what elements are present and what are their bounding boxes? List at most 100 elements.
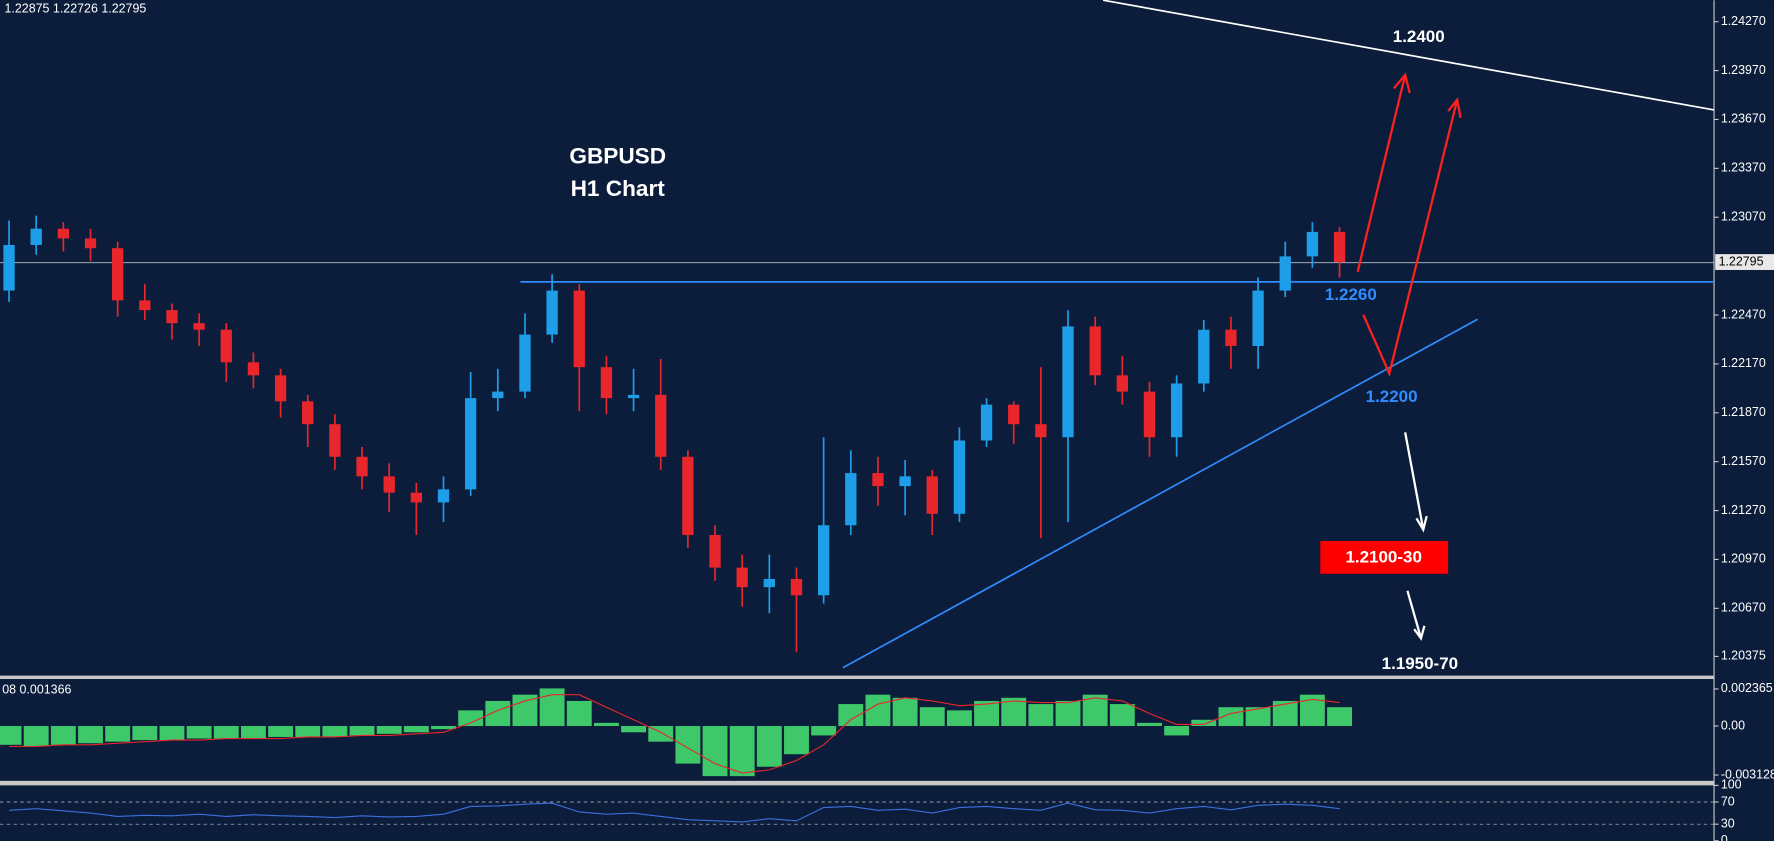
macd-bar [50, 726, 76, 745]
annotation: 1.2100-30 [1345, 547, 1421, 566]
panel-separator [0, 780, 1715, 786]
candle-body [1279, 256, 1291, 291]
annotation: 1.1950-70 [1382, 654, 1458, 673]
candle-body [953, 440, 966, 514]
candle-body [682, 456, 694, 535]
macd-bar [675, 726, 701, 764]
ohlc-header: 1.22875 1.22726 1.22795 [5, 2, 147, 16]
macd-signal [9, 694, 1340, 774]
y-tick-label: 1.20970 [1721, 552, 1766, 566]
candle-body [383, 476, 395, 493]
macd-bar [838, 704, 864, 727]
candle-body [899, 476, 911, 487]
support-trendline [842, 318, 1478, 669]
chart-subtitle: H1 Chart [571, 176, 666, 201]
macd-bar [1137, 722, 1162, 727]
price-tag-label: 1.22795 [1719, 254, 1764, 268]
candle-body [1225, 329, 1237, 346]
candle-body [1252, 290, 1264, 346]
macd-bar [159, 726, 185, 741]
candle-body [980, 404, 993, 441]
macd-bar [1164, 726, 1190, 736]
candle-body [139, 300, 151, 311]
y-tick-label: 0.002365 [1721, 681, 1773, 695]
candle-body [1062, 326, 1074, 438]
bull-arrows [1356, 72, 1462, 378]
macd-bar [186, 726, 212, 739]
y-tick-label: -0.003128 [1721, 767, 1774, 781]
y-tick-label: 1.24270 [1721, 14, 1766, 28]
macd-bar [919, 707, 945, 727]
macd-bar [729, 726, 755, 777]
macd-bar [811, 726, 837, 736]
macd-bar [1191, 719, 1217, 727]
candle-body [709, 534, 721, 568]
candle-body [655, 394, 667, 457]
macd-bar [756, 726, 782, 767]
candle-body [817, 525, 830, 596]
y-tick-label: 1.21870 [1721, 405, 1766, 419]
macd-header: 08 0.001366 [2, 683, 71, 697]
bear-arrows [1404, 432, 1428, 641]
candle-body [356, 456, 368, 477]
y-tick-label: 1.20375 [1721, 649, 1766, 663]
candle-body [763, 578, 775, 588]
candle-body [247, 362, 260, 376]
macd-bar [78, 726, 103, 744]
y-tick-label: 1.21270 [1721, 503, 1766, 517]
price-tag [1715, 254, 1774, 270]
y-tick-label: 1.21570 [1721, 454, 1766, 468]
candle-body [790, 578, 803, 596]
y-tick-label: 70 [1721, 794, 1735, 808]
candle-body [1198, 329, 1210, 384]
candle-body [1170, 383, 1183, 438]
y-tick-label: 1.23970 [1721, 63, 1766, 77]
candle-body [220, 329, 232, 363]
y-tick-label: 1.22170 [1721, 356, 1766, 370]
macd-bar [1001, 697, 1027, 727]
annotation: 1.2200 [1366, 387, 1418, 406]
candle-body [926, 476, 938, 514]
annotation: 1.2400 [1393, 27, 1445, 46]
macd-bar [23, 726, 49, 747]
macd-bar [213, 726, 239, 739]
macd-bar [132, 726, 158, 741]
panel-separator [0, 675, 1715, 680]
macd-bar [566, 700, 592, 727]
candle-body [112, 248, 124, 301]
chart-title: GBPUSD [569, 143, 666, 168]
macd-bar [892, 697, 918, 727]
macd-bar [1055, 700, 1081, 727]
y-tick-label: 1.20670 [1721, 601, 1766, 615]
candle-body [845, 473, 857, 526]
candle-body [492, 391, 504, 399]
macd-bar [0, 726, 22, 745]
y-tick-label: 100 [1721, 778, 1742, 792]
macd-bar [403, 726, 429, 733]
candle-body [872, 473, 884, 487]
candle-body [627, 394, 640, 399]
candle-body [1008, 404, 1020, 425]
macd-bar [784, 726, 809, 755]
candle-body [193, 323, 205, 330]
macd-bar [376, 726, 402, 734]
rsi-line [9, 802, 1340, 823]
macd-bar [1245, 707, 1271, 727]
annotation: 1.2260 [1325, 285, 1377, 304]
macd-bar [295, 726, 321, 737]
macd-bar [485, 700, 511, 727]
candle-body [600, 367, 613, 399]
y-tick-label: 0.00 [1721, 718, 1745, 732]
candle-body [1116, 375, 1128, 392]
candle-body [546, 290, 558, 335]
candle-body [437, 489, 450, 503]
macd-bar [240, 726, 266, 739]
y-tick-label: 1.23370 [1721, 161, 1766, 175]
candle-body [736, 567, 748, 588]
macd-bar [431, 726, 456, 730]
y-tick-label: 0 [1721, 833, 1728, 841]
candle-body [302, 401, 314, 425]
y-tick-label: 30 [1721, 816, 1735, 830]
